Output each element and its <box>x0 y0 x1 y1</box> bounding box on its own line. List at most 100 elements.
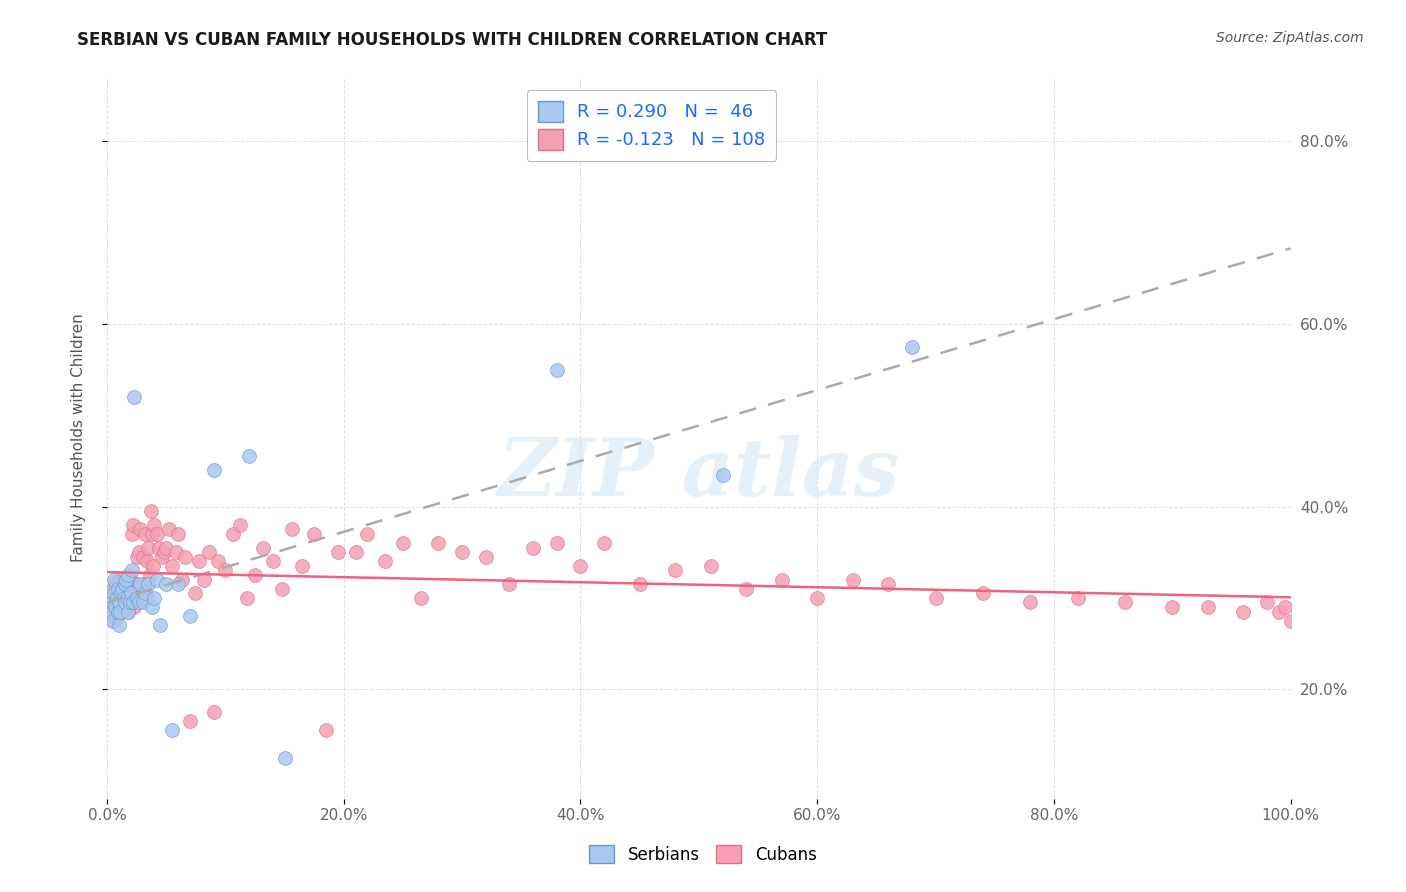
Point <box>104 600 127 615</box>
Point <box>108 595 131 609</box>
Point <box>124 390 146 404</box>
Point <box>770 573 793 587</box>
Point <box>326 545 349 559</box>
Text: SERBIAN VS CUBAN FAMILY HOUSEHOLDS WITH CHILDREN CORRELATION CHART: SERBIAN VS CUBAN FAMILY HOUSEHOLDS WITH … <box>77 31 828 49</box>
Point <box>120 586 142 600</box>
Point <box>427 536 450 550</box>
Point <box>1161 600 1184 615</box>
Point <box>202 463 225 477</box>
Point <box>112 577 135 591</box>
Point <box>108 591 131 605</box>
Point <box>252 541 274 555</box>
Point <box>110 586 132 600</box>
Point <box>1197 600 1219 615</box>
Point <box>132 577 155 591</box>
Point <box>104 577 127 591</box>
Point <box>101 595 124 609</box>
Point <box>117 605 139 619</box>
Point <box>103 586 125 600</box>
Legend: Serbians, Cubans: Serbians, Cubans <box>582 838 824 871</box>
Point <box>108 605 131 619</box>
Text: ZIP atlas: ZIP atlas <box>498 435 900 513</box>
Point <box>105 591 128 605</box>
Point <box>120 595 142 609</box>
Point <box>1268 605 1291 619</box>
Point <box>174 549 197 564</box>
Point <box>143 591 166 605</box>
Point <box>115 591 138 605</box>
Point <box>125 591 148 605</box>
Point <box>877 577 900 591</box>
Point <box>228 517 250 532</box>
Point <box>124 600 146 615</box>
Point <box>114 577 136 591</box>
Point <box>841 573 863 587</box>
Point <box>475 549 498 564</box>
Point <box>117 605 139 619</box>
Point <box>374 554 396 568</box>
Point <box>108 595 131 609</box>
Point <box>165 545 187 559</box>
Point <box>120 573 142 587</box>
Point <box>146 573 169 587</box>
Point <box>157 523 180 537</box>
Point <box>115 573 138 587</box>
Point <box>118 582 141 596</box>
Point <box>271 582 294 596</box>
Point <box>131 595 153 609</box>
Point <box>142 558 165 573</box>
Point <box>108 573 131 587</box>
Point <box>160 723 183 738</box>
Point <box>112 591 135 605</box>
Point <box>243 568 266 582</box>
Point <box>806 591 828 605</box>
Point <box>143 517 166 532</box>
Point <box>141 600 163 615</box>
Point <box>188 554 211 568</box>
Point <box>105 582 128 596</box>
Point <box>392 536 415 550</box>
Point <box>134 586 156 600</box>
Point <box>114 595 136 609</box>
Point <box>451 545 474 559</box>
Point <box>127 591 149 605</box>
Point <box>136 554 159 568</box>
Point <box>115 586 138 600</box>
Point <box>129 577 152 591</box>
Point <box>107 605 129 619</box>
Point <box>107 582 129 596</box>
Point <box>315 723 337 738</box>
Point <box>273 750 295 764</box>
Point <box>121 527 143 541</box>
Point <box>128 545 150 559</box>
Point <box>117 568 139 582</box>
Point <box>108 618 131 632</box>
Point <box>155 577 177 591</box>
Point <box>202 705 225 719</box>
Point <box>149 618 172 632</box>
Point <box>122 595 145 609</box>
Point <box>139 504 162 518</box>
Point <box>235 591 257 605</box>
Point <box>135 591 157 605</box>
Point <box>207 554 229 568</box>
Point <box>221 527 243 541</box>
Point <box>291 558 314 573</box>
Point <box>628 577 651 591</box>
Point <box>138 541 160 555</box>
Point <box>1274 600 1296 615</box>
Point <box>125 549 148 564</box>
Point <box>101 614 124 628</box>
Point <box>238 450 260 464</box>
Point <box>150 549 173 564</box>
Point <box>1114 595 1136 609</box>
Point <box>569 558 592 573</box>
Point <box>131 586 153 600</box>
Point <box>117 573 139 587</box>
Point <box>1019 595 1042 609</box>
Point <box>280 523 302 537</box>
Point <box>1232 605 1254 619</box>
Point <box>1279 614 1302 628</box>
Point <box>699 558 721 573</box>
Point <box>115 600 138 615</box>
